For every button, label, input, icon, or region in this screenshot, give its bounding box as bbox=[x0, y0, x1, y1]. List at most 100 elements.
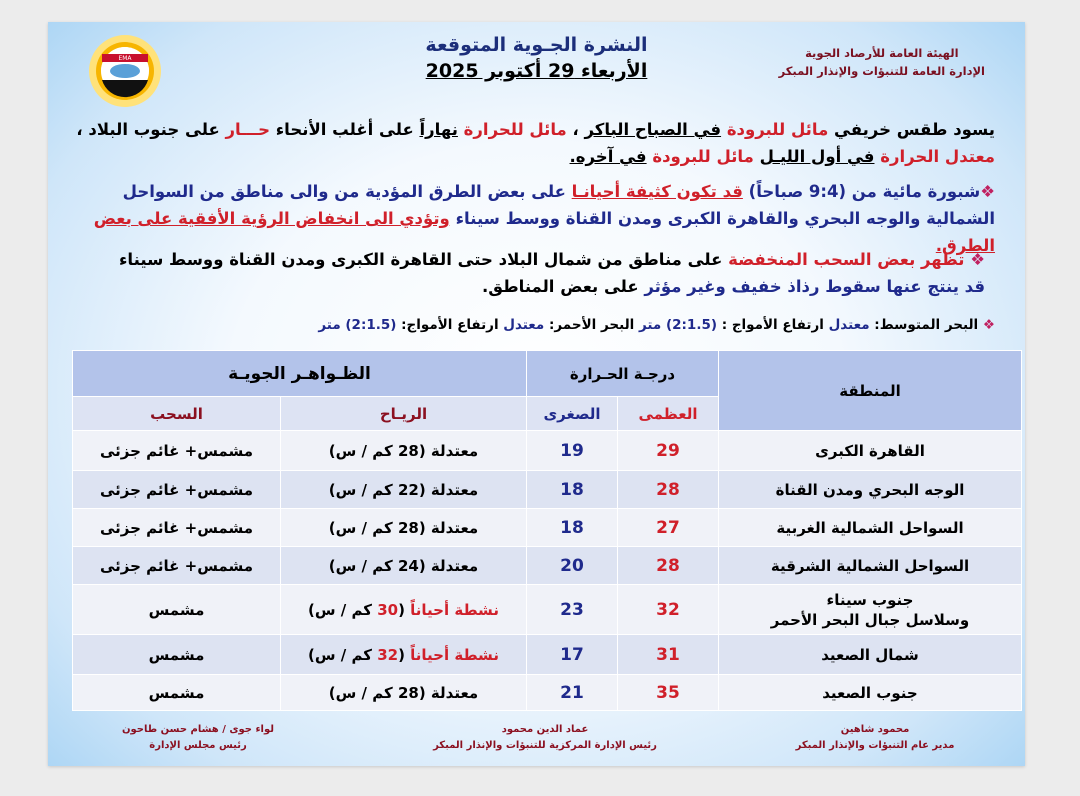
text-segment: معتدل bbox=[828, 317, 870, 333]
page-title: النشرة الجـوية المتوقعة bbox=[425, 34, 648, 56]
bullet-icon: ❖ bbox=[978, 317, 995, 333]
clouds-cell: مشمس bbox=[72, 584, 281, 635]
text-segment: نهاراً bbox=[419, 120, 458, 139]
text-segment: على بعض الطرق المؤدية من والى مناطق من ا… bbox=[122, 182, 995, 228]
text-segment: ارتفاع الأمواج: bbox=[396, 317, 504, 333]
text-segment: البحر الأحمر: bbox=[544, 317, 639, 333]
min-temp-cell: 20 bbox=[526, 546, 618, 585]
min-temp-cell: 23 bbox=[526, 584, 618, 635]
text-segment: معتدلة (28 كم / س) bbox=[328, 683, 479, 702]
text-segment: حـــار bbox=[225, 120, 270, 139]
max-temp-cell: 28 bbox=[617, 470, 719, 509]
table-row: جنوب سيناء وسلاسل جبال البحر الأحمر 32 23 ن… bbox=[72, 584, 1022, 635]
max-temp-cell: 27 bbox=[617, 508, 719, 547]
region-cell: جنوب الصعيد bbox=[718, 674, 1022, 711]
text-segment: مائل للحرارة bbox=[463, 120, 567, 139]
fog-warning: ❖شبورة مائية من (9:4 صباحاً) قد تكون كثي… bbox=[70, 178, 995, 259]
region-cell: السواحل الشمالية الغربية bbox=[718, 508, 1022, 547]
text-segment: قد ينتج عنها سقوط رذاذ خفيف وغير مؤثر bbox=[644, 277, 985, 296]
wind-cell: معتدلة (22 كم / س) bbox=[280, 470, 527, 509]
signature-1: محمود شاهين مدير عام التنبؤات والإنذار ا… bbox=[765, 722, 985, 754]
region-cell: شمال الصعيد bbox=[718, 634, 1022, 675]
text-segment: على بعض المناطق. bbox=[481, 277, 645, 296]
organization-name: الهيئة العامة للأرصاد الجوية الإدارة الع… bbox=[779, 44, 985, 80]
general-forecast: يسود طقس خريفي مائل للبرودة في الصباح ال… bbox=[70, 116, 995, 170]
clouds-cell: مشمس+ غائم جزئى bbox=[72, 470, 281, 509]
region-cell: الوجه البحري ومدن القناة bbox=[718, 470, 1022, 509]
clouds-cell: مشمس+ غائم جزئى bbox=[72, 430, 281, 471]
signature-3: لواء جوى / هشام حسن طاحون رئيس مجلس الإد… bbox=[88, 722, 308, 754]
text-segment: نشطة أحياناً bbox=[410, 600, 499, 619]
max-temp-cell: 28 bbox=[617, 546, 719, 585]
col-region: المنطقة bbox=[718, 350, 1022, 431]
text-segment: يسود طقس خريفي bbox=[828, 120, 995, 139]
bulletin-title: النشرة الجـوية المتوقعة الأربعاء 29 أكتو… bbox=[48, 34, 1025, 82]
text-segment: على مناطق من شمال البلاد حتى القاهرة الك… bbox=[118, 250, 729, 269]
max-temp-cell: 35 bbox=[617, 674, 719, 711]
text-segment: معتدلة (28 كم / س) bbox=[328, 518, 479, 537]
low-clouds-note: ❖ تظهر بعض السحب المنخفضة على مناطق من ش… bbox=[115, 246, 985, 300]
text-segment: معتدلة (28 كم / س) bbox=[328, 441, 479, 460]
text-segment: في أول الليـل bbox=[759, 147, 875, 166]
region-cell: القاهرة الكبرى bbox=[718, 430, 1022, 471]
text-segment: في الصباح الباكر bbox=[584, 120, 722, 139]
signature-name: لواء جوى / هشام حسن طاحون bbox=[121, 724, 275, 735]
table-row: السواحل الشمالية الغربية 27 18 معتدلة (28 ك… bbox=[72, 508, 1022, 547]
signature-name: محمود شاهين bbox=[840, 724, 910, 735]
wind-cell: معتدلة (28 كم / س) bbox=[280, 430, 527, 471]
signature-title: مدير عام التنبؤات والإنذار المبكر bbox=[795, 740, 955, 751]
text-segment: ( bbox=[398, 600, 411, 619]
bullet-icon: ❖ bbox=[980, 182, 995, 201]
region-cell: جنوب سيناء وسلاسل جبال البحر الأحمر bbox=[718, 584, 1022, 635]
text-segment: مائل للبرودة bbox=[726, 120, 829, 139]
wind-cell: معتدلة (24 كم / س) bbox=[280, 546, 527, 585]
max-temp-cell: 29 bbox=[617, 430, 719, 471]
text-segment: مائل للبرودة bbox=[652, 147, 754, 166]
logo-text: EMA bbox=[118, 55, 132, 62]
text-segment: (2:1.5) متر bbox=[318, 317, 397, 333]
col-temperature: درجـة الحـرارة bbox=[526, 350, 719, 397]
region-cell: السواحل الشمالية الشرقية bbox=[718, 546, 1022, 585]
text-segment: كم / س) bbox=[308, 600, 378, 619]
sea-state: ❖ البحر المتوسط: معتدل ارتفاع الأمواج : … bbox=[95, 312, 995, 339]
text-segment: ( bbox=[398, 645, 411, 664]
text-segment: 30 bbox=[377, 600, 399, 619]
max-temp-cell: 31 bbox=[617, 634, 719, 675]
signature-title: رئيس الإدارة المركزية للتنبؤات والإنذار … bbox=[433, 740, 657, 751]
min-temp-cell: 21 bbox=[526, 674, 618, 711]
text-segment: معتدلة (24 كم / س) bbox=[328, 556, 479, 575]
org-line-1: الهيئة العامة للأرصاد الجوية bbox=[805, 46, 959, 60]
wind-cell: نشطة أحياناً (32 كم / س) bbox=[280, 634, 527, 675]
signature-name: عماد الدين محمود bbox=[501, 724, 589, 735]
min-temp-cell: 19 bbox=[526, 430, 618, 471]
table-row: شمال الصعيد 31 17 نشطة أحياناً (32 كم / س) م… bbox=[72, 634, 1022, 675]
text-segment: تظهر بعض السحب المنخفضة bbox=[728, 250, 965, 269]
wind-cell: نشطة أحياناً (30 كم / س) bbox=[280, 584, 527, 635]
text-segment: قد تكون كثيفة أحيانـا bbox=[571, 182, 743, 201]
col-max: العظمى bbox=[617, 396, 719, 431]
min-temp-cell: 18 bbox=[526, 470, 618, 509]
text-segment: نشطة أحياناً bbox=[410, 645, 499, 664]
weather-bulletin: الهيئة العامة للأرصاد الجوية الإدارة الع… bbox=[48, 22, 1025, 766]
wind-cell: معتدلة (28 كم / س) bbox=[280, 508, 527, 547]
text-segment: البحر المتوسط: bbox=[869, 317, 979, 333]
col-min: الصغرى bbox=[526, 396, 618, 431]
text-segment: وتؤدي الى انخفاض الرؤية الأفقية على بعض … bbox=[93, 209, 995, 255]
text-segment: على أغلب الأنحاء bbox=[270, 120, 420, 139]
signature-2: عماد الدين محمود رئيس الإدارة المركزية ل… bbox=[405, 722, 685, 754]
text-segment: ، bbox=[566, 120, 585, 139]
min-temp-cell: 18 bbox=[526, 508, 618, 547]
signatures: محمود شاهين مدير عام التنبؤات والإنذار ا… bbox=[48, 722, 1025, 762]
table-row: جنوب الصعيد 35 21 معتدلة (28 كم / س) مشمس bbox=[72, 674, 1022, 711]
clouds-cell: مشمس bbox=[72, 634, 281, 675]
ema-logo: EMA bbox=[89, 35, 161, 107]
col-phenomena: الظـواهـر الجويـة bbox=[72, 350, 527, 397]
min-temp-cell: 17 bbox=[526, 634, 618, 675]
col-clouds: السحب bbox=[72, 396, 281, 431]
clouds-cell: مشمس+ غائم جزئى bbox=[72, 508, 281, 547]
text-segment: 32 bbox=[377, 645, 399, 664]
text-segment: (2:1.5) متر bbox=[639, 317, 718, 333]
table-row: الوجه البحري ومدن القناة 28 18 معتدلة (22 ك… bbox=[72, 470, 1022, 509]
text-segment: معتدل bbox=[503, 317, 545, 333]
org-line-2: الإدارة العامة للتنبؤات والإنذار المبكر bbox=[778, 64, 985, 78]
